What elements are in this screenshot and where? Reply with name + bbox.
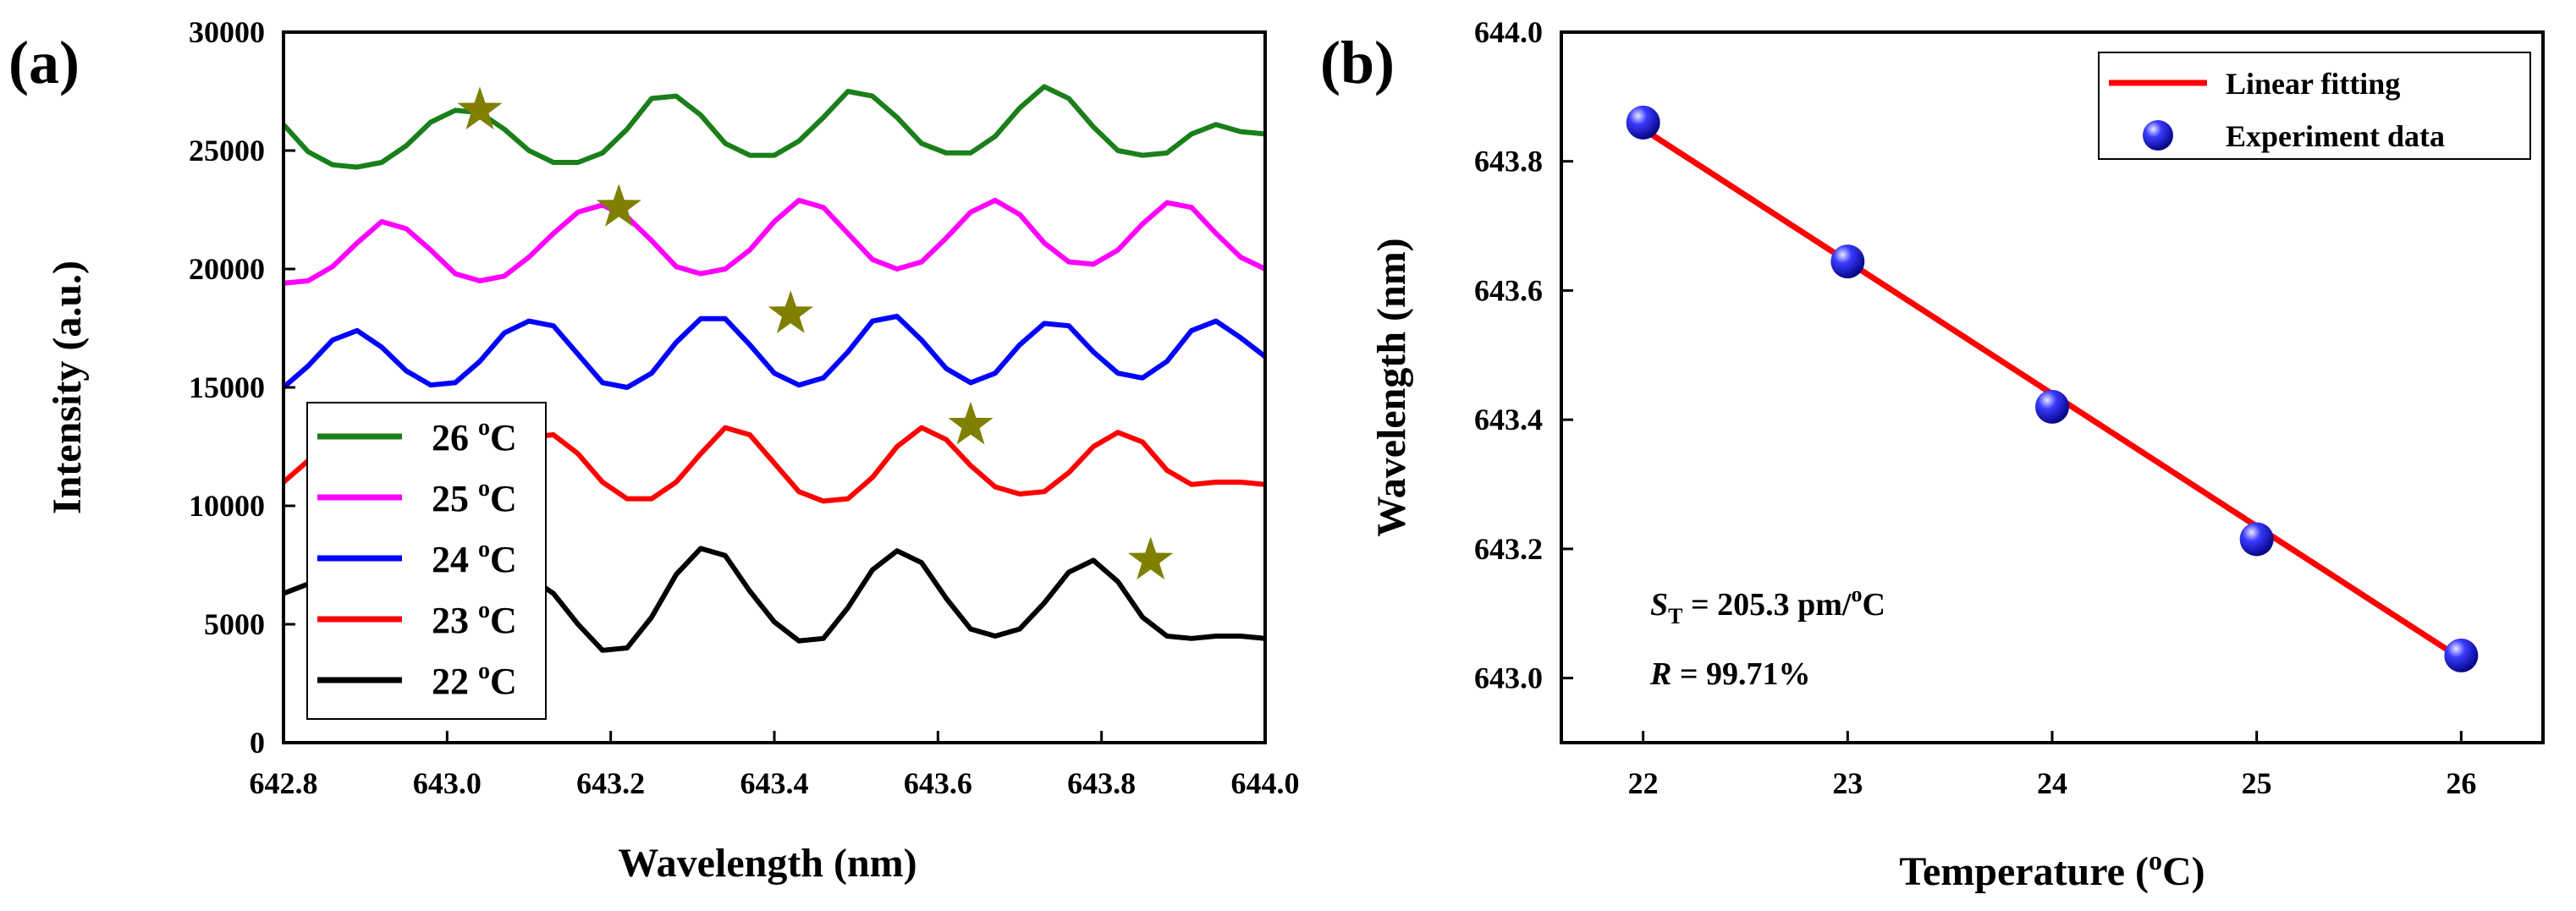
chart-b-points-group bbox=[1626, 105, 2479, 672]
chart-a-star-marker-4 bbox=[948, 401, 994, 445]
chart-a-y-tick-label: 5000 bbox=[204, 607, 265, 641]
chart-a-legend-label-25: 25 oC bbox=[432, 475, 517, 519]
chart-a-x-tick-label: 643.0 bbox=[413, 766, 482, 800]
panel-a-label: (a) bbox=[8, 29, 80, 96]
chart-b-annotation-r: R = 99.71% bbox=[1649, 656, 1811, 692]
chart-b-x-tick-label: 23 bbox=[1832, 766, 1863, 800]
chart-a-x-tick-label: 643.4 bbox=[740, 766, 809, 800]
chart-a-y-tick-label: 30000 bbox=[189, 15, 265, 49]
chart-a-x-tick-label: 644.0 bbox=[1231, 766, 1300, 800]
chart-a-x-axis-label: Wavelength (nm) bbox=[618, 841, 916, 886]
chart-b-data-point-1 bbox=[1626, 105, 1660, 140]
chart-b-y-tick-label: 643.4 bbox=[1474, 403, 1543, 436]
chart-b-legend: Linear fitting Experiment data bbox=[2098, 52, 2531, 160]
chart-a-legend: 26 oC 25 oC 24 oC 23 oC 22 oC bbox=[306, 402, 547, 720]
chart-a-series-line-25 bbox=[283, 197, 1265, 286]
chart-b-y-ticks: 643.0 643.2 643.4 643.6 643.8 644.0 bbox=[1474, 15, 1573, 695]
chart-a-series-line-26 bbox=[283, 84, 1265, 170]
chart-b-y-tick-label: 643.8 bbox=[1474, 145, 1543, 178]
chart-a-star-marker-2 bbox=[596, 184, 641, 227]
chart-a-y-tick-label: 10000 bbox=[189, 489, 265, 523]
chart-b-data-point-3 bbox=[2035, 389, 2069, 424]
chart-a-y-axis-label: Intensity (a.u.) bbox=[45, 261, 90, 514]
chart-b-data-point-2 bbox=[1830, 244, 1865, 279]
chart-b-legend-label-data: Experiment data bbox=[2226, 119, 2445, 153]
chart-b-x-tick-label: 24 bbox=[2037, 766, 2067, 800]
chart-b-y-tick-label: 643.2 bbox=[1474, 532, 1543, 566]
chart-b-y-tick-label: 643.0 bbox=[1474, 661, 1543, 695]
chart-a-y-tick-label: 25000 bbox=[189, 134, 265, 167]
chart-a-series-line-24 bbox=[283, 314, 1265, 390]
chart-b-x-tick-label: 26 bbox=[2446, 766, 2476, 800]
chart-a-y-tick-label: 20000 bbox=[189, 252, 265, 286]
chart-a-x-tick-label: 643.8 bbox=[1067, 766, 1136, 800]
chart-b-legend-label-fit: Linear fitting bbox=[2226, 67, 2400, 101]
chart-b-data-point-4 bbox=[2239, 522, 2274, 557]
chart-b-legend-marker-swatch bbox=[2143, 120, 2173, 151]
chart-b-y-axis-label: Wavelength (nm) bbox=[1369, 238, 1414, 536]
chart-a-x-tick-label: 643.6 bbox=[904, 766, 972, 800]
chart-b-x-tick-label: 22 bbox=[1628, 766, 1659, 800]
chart-a-star-marker-5 bbox=[1128, 536, 1174, 580]
chart-a-star-marker-1 bbox=[457, 86, 503, 130]
chart-b-x-ticks: 22 23 24 25 26 bbox=[1628, 731, 2476, 800]
chart-b-data-point-5 bbox=[2444, 638, 2479, 672]
chart-a-legend-label-23: 23 oC bbox=[432, 597, 517, 641]
chart-b-y-tick-label: 644.0 bbox=[1474, 15, 1543, 49]
chart-a-star-marker-3 bbox=[768, 290, 813, 333]
chart-a-markers-group bbox=[457, 86, 1174, 580]
chart-b-x-axis-label: Temperature (oC) bbox=[1899, 845, 2204, 894]
chart-a-y-ticks: 0 5000 10000 15000 20000 25000 30000 bbox=[189, 15, 295, 760]
chart-b-annotation-sensitivity: ST = 205.3 pm/oC bbox=[1650, 582, 1885, 628]
chart-a: (a) 0 5000 10000 15000 20000 25000 30000 642.8… bbox=[8, 15, 1300, 886]
chart-a-x-tick-label: 643.2 bbox=[576, 766, 645, 800]
chart-a-legend-label-26: 26 oC bbox=[432, 414, 517, 458]
chart-b-y-tick-label: 643.6 bbox=[1474, 273, 1543, 307]
chart-a-legend-label-22: 22 oC bbox=[432, 658, 517, 702]
chart-a-x-tick-label: 642.8 bbox=[250, 766, 318, 800]
chart-b-x-tick-label: 25 bbox=[2242, 766, 2272, 800]
chart-a-y-tick-label: 0 bbox=[250, 726, 265, 760]
chart-a-y-tick-label: 15000 bbox=[189, 370, 265, 404]
chart-a-legend-label-24: 24 oC bbox=[432, 536, 517, 580]
panel-b-label: (b) bbox=[1320, 29, 1395, 96]
chart-a-x-ticks: 642.8 643.0 643.2 643.4 643.6 643.8 644.0 bbox=[250, 731, 1300, 800]
